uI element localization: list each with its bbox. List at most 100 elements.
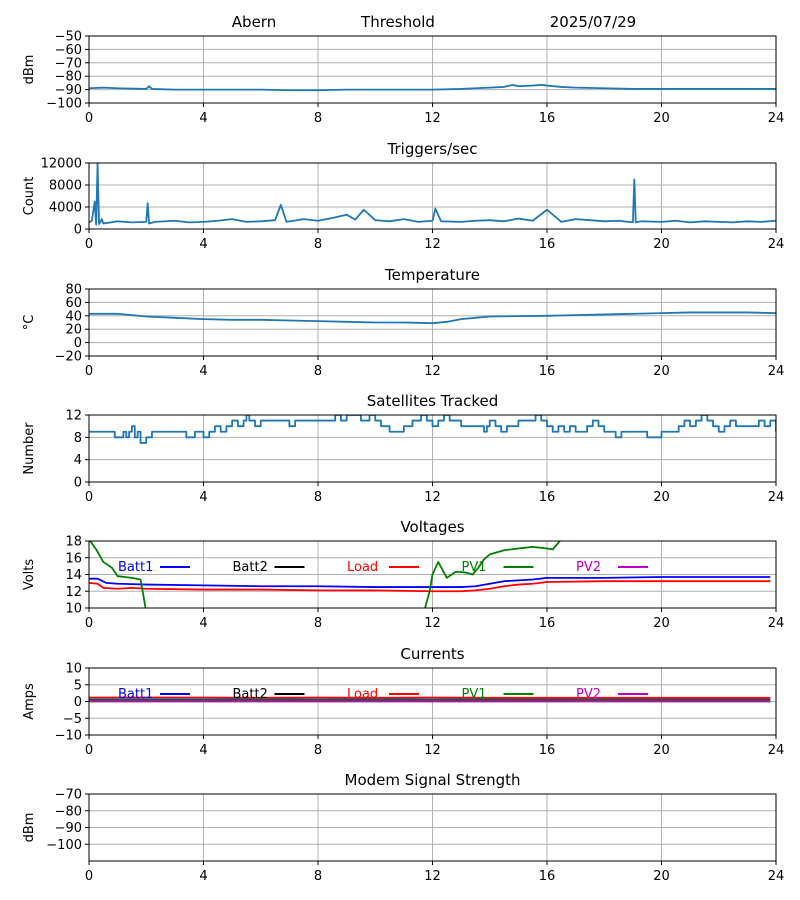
x-tick-label: 8 <box>314 616 322 631</box>
x-tick-label: 12 <box>424 743 441 758</box>
y-tick-label: −50 <box>55 30 82 45</box>
x-tick-label: 4 <box>199 490 207 505</box>
y-tick-label: 5 <box>74 678 82 693</box>
x-tick-label: 20 <box>653 490 670 505</box>
y-tick-label: 8 <box>74 431 82 446</box>
x-tick-label: 20 <box>653 743 670 758</box>
series-group <box>89 311 776 325</box>
y-tick-label: 10 <box>65 662 82 677</box>
y-axis-label: Amps <box>22 683 37 720</box>
legend-label: Load <box>347 560 378 575</box>
y-tick-label: −70 <box>55 56 82 71</box>
series-group <box>89 84 776 92</box>
x-tick-label: 16 <box>539 237 556 252</box>
series-line <box>89 163 776 226</box>
header-mode: Threshold <box>360 13 435 31</box>
x-tick-label: 8 <box>314 743 322 758</box>
x-tick-label: 20 <box>653 364 670 379</box>
y-axis-label: °C <box>22 315 37 331</box>
x-tick-label: 4 <box>199 616 207 631</box>
x-tick-label: 12 <box>424 364 441 379</box>
x-tick-label: 4 <box>199 237 207 252</box>
y-axis-label: Volts <box>22 559 37 591</box>
y-tick-label: −70 <box>55 788 82 803</box>
chart-title: Currents <box>400 645 464 663</box>
y-tick-label: 4000 <box>49 201 82 216</box>
y-tick-label: 14 <box>65 568 82 583</box>
series-group <box>89 696 771 703</box>
x-tick-label: 0 <box>85 111 93 126</box>
x-tick-label: 20 <box>653 111 670 126</box>
series-line <box>89 311 776 325</box>
x-tick-label: 24 <box>768 490 785 505</box>
x-tick-label: 12 <box>424 616 441 631</box>
y-tick-label: 12 <box>65 409 82 424</box>
y-axis-label: dBm <box>22 55 37 85</box>
x-tick-label: 16 <box>539 364 556 379</box>
legend-label: PV2 <box>576 560 601 575</box>
legend-label: PV1 <box>462 560 487 575</box>
y-tick-label: 0 <box>74 336 82 351</box>
chart-panel: 0 4 8 12 16 20 24 −100 −90 −80−70 Modem Signal Str… <box>22 771 784 884</box>
y-tick-label: −90 <box>55 821 82 836</box>
x-tick-label: 4 <box>199 364 207 379</box>
y-tick-label: 0 <box>74 476 82 491</box>
legend-label: Batt1 <box>118 687 153 702</box>
x-tick-label: 12 <box>424 111 441 126</box>
y-tick-label: −90 <box>55 83 82 98</box>
y-axis-label: Count <box>22 177 37 216</box>
x-tick-label: 20 <box>653 237 670 252</box>
y-tick-label: 12 <box>65 585 82 600</box>
x-tick-label: 0 <box>85 364 93 379</box>
x-tick-label: 8 <box>314 490 322 505</box>
x-tick-label: 24 <box>768 869 785 884</box>
y-tick-label: 20 <box>65 323 82 338</box>
y-tick-label: 0 <box>74 695 82 710</box>
y-axis-label: dBm <box>22 813 37 843</box>
y-tick-label: −10 <box>55 729 82 744</box>
y-tick-label: 10 <box>65 602 82 617</box>
series-line <box>89 84 776 92</box>
x-tick-label: 12 <box>424 869 441 884</box>
chart-title: Modem Signal Strength <box>345 771 521 789</box>
x-tick-label: 8 <box>314 237 322 252</box>
series-line <box>89 576 771 588</box>
series-group <box>89 163 776 226</box>
header-station: Abern <box>232 13 276 31</box>
x-tick-label: 8 <box>314 869 322 884</box>
x-tick-label: 0 <box>85 616 93 631</box>
x-tick-label: 4 <box>199 869 207 884</box>
legend-label: Batt2 <box>233 687 268 702</box>
y-tick-label: −80 <box>55 70 82 85</box>
x-tick-label: 24 <box>768 237 785 252</box>
y-tick-label: −100 <box>46 97 82 112</box>
y-tick-label: −100 <box>46 838 82 853</box>
x-tick-label: 16 <box>539 616 556 631</box>
x-tick-label: 4 <box>199 111 207 126</box>
x-tick-label: 16 <box>539 869 556 884</box>
legend-label: PV2 <box>576 687 601 702</box>
x-tick-label: 0 <box>85 869 93 884</box>
series-group <box>89 415 776 444</box>
x-tick-label: 16 <box>539 743 556 758</box>
y-tick-label: 0 <box>74 223 82 238</box>
x-tick-label: 16 <box>539 111 556 126</box>
x-tick-label: 20 <box>653 616 670 631</box>
y-tick-label: 8000 <box>49 179 82 194</box>
chart-panel: 0 4 8 12 16 20 24 0 4000 8000 12000 Triggers/sec Cou… <box>22 140 784 252</box>
x-tick-label: 20 <box>653 869 670 884</box>
x-tick-label: 12 <box>424 490 441 505</box>
y-tick-label: 4 <box>74 453 82 468</box>
y-tick-label: −60 <box>55 43 82 58</box>
y-tick-label: −80 <box>55 804 82 819</box>
x-tick-label: 0 <box>85 237 93 252</box>
chart-title: Satellites Tracked <box>367 392 498 410</box>
x-tick-label: 0 <box>85 743 93 758</box>
y-tick-label: 16 <box>65 551 82 566</box>
y-tick-label: 60 <box>65 296 82 311</box>
legend-label: Batt2 <box>233 560 268 575</box>
legend-label: Load <box>347 687 378 702</box>
